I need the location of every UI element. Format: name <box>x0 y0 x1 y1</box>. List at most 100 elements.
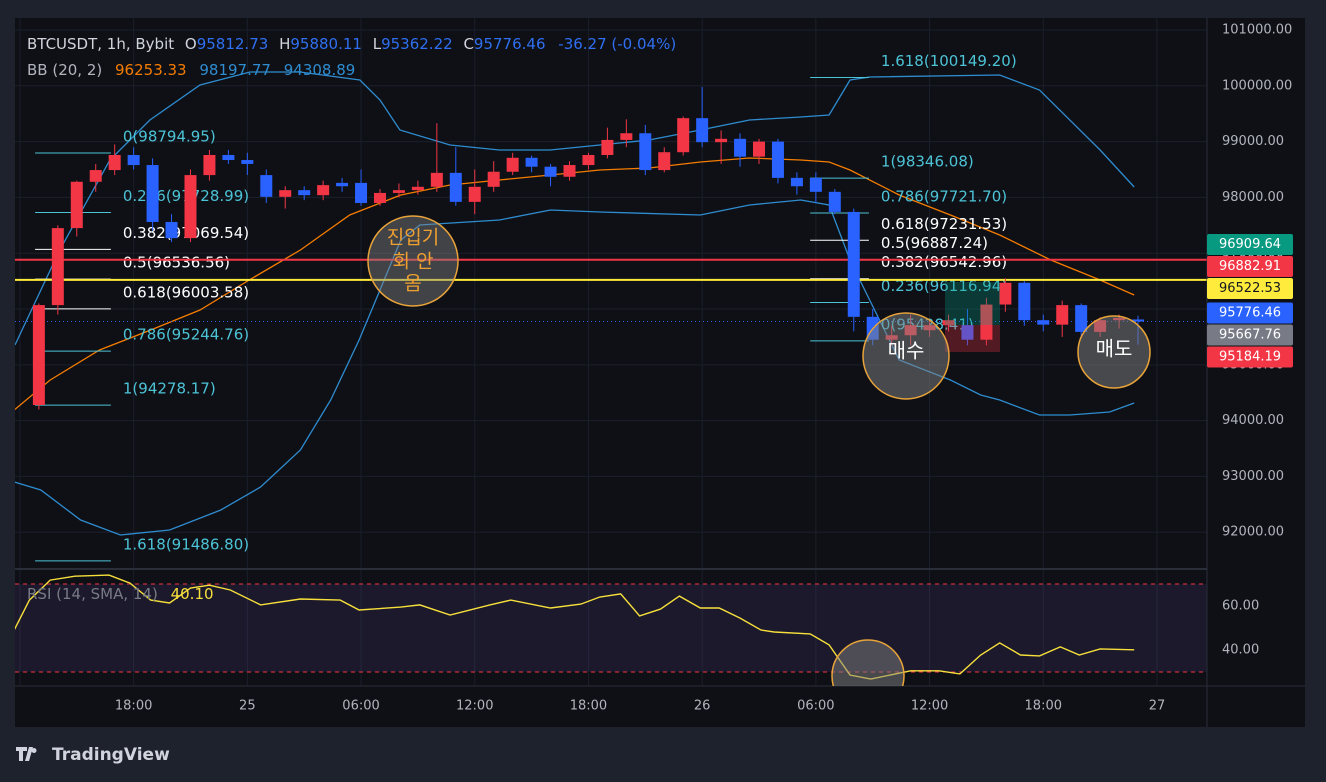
fib-label: 0.5(96536.56) <box>123 254 230 272</box>
candle-body <box>620 133 633 140</box>
fib-label: 0.618(96003.58) <box>123 283 249 301</box>
y-tick-label: 99000.00 <box>1222 134 1284 149</box>
annotation-text: 회 안 <box>393 251 434 273</box>
y-tick-label: 98000.00 <box>1222 190 1284 205</box>
candle-body <box>336 182 349 187</box>
ohlc-value: 95362.22 <box>381 35 453 53</box>
candle-body <box>355 182 368 203</box>
ohlc-key: L <box>373 35 382 53</box>
candle-body <box>241 160 254 164</box>
y-tick-label: 94000.00 <box>1222 413 1284 428</box>
ohlc-value: 95812.73 <box>197 35 269 53</box>
price-badge <box>1207 346 1293 368</box>
price-badge-label: 95184.19 <box>1219 350 1281 365</box>
ohlc-key: C <box>463 35 473 53</box>
annotation-text: 매수 <box>888 339 925 363</box>
rsi-name: RSI (14, SMA, 14) <box>27 585 158 603</box>
brand-text: TradingView <box>52 745 170 765</box>
candle-body <box>411 186 424 191</box>
candle-body <box>203 154 216 176</box>
annotation <box>831 639 905 686</box>
candle-body <box>828 191 841 212</box>
position-loss <box>945 325 1000 352</box>
symbol: BTCUSDT, 1h, Bybit <box>27 35 174 53</box>
brand: TradingView <box>16 745 170 765</box>
bb-value: 94308.89 <box>284 61 356 79</box>
candle-body <box>847 211 860 317</box>
annotation: 진입기 회 안 옴 <box>367 215 459 307</box>
change: -36.27 (-0.04%) <box>558 35 676 53</box>
candle-body <box>639 133 652 171</box>
ohlc-value: 95776.46 <box>474 35 546 53</box>
x-tick-label: 25 <box>239 699 256 714</box>
price-badge <box>1207 277 1293 299</box>
price-badge-label: 96882.91 <box>1219 259 1281 274</box>
candle-body <box>658 152 671 171</box>
candle-body <box>32 305 45 405</box>
candle-body <box>1056 305 1069 325</box>
rsi-tick-label: 60.00 <box>1222 599 1259 614</box>
candle-body <box>734 138 747 157</box>
candle-body <box>184 175 197 239</box>
candle-body <box>1018 282 1031 321</box>
candle-body <box>809 177 822 192</box>
rsi-tick-label: 40.00 <box>1222 642 1259 657</box>
candle-body <box>1075 305 1088 332</box>
candle-body <box>525 157 538 167</box>
y-tick-label: 101000.00 <box>1222 22 1292 37</box>
candle-body <box>487 171 500 187</box>
rsi-legend: RSI (14, SMA, 14) 40.10 <box>27 585 214 603</box>
x-tick-label: 26 <box>694 699 711 714</box>
price-badge <box>1207 302 1293 324</box>
fib-label: 1.618(91486.80) <box>123 535 249 553</box>
fib-label: 0.618(97231.53) <box>881 215 1007 233</box>
candle-body <box>146 165 159 222</box>
candle-body <box>771 141 784 178</box>
candle-body <box>715 138 728 143</box>
bb-line <box>15 157 1135 411</box>
candle-body <box>1037 320 1050 325</box>
position-profit <box>945 282 1000 325</box>
candle-body <box>222 154 235 161</box>
candle-body <box>980 304 993 340</box>
rsi-pane <box>15 570 1207 686</box>
main-pane: 0(98794.95)0.236(97728.99)0.382(97069.54… <box>15 18 1207 568</box>
annotation-text: 진입기 <box>387 227 439 249</box>
annotation: 매수 <box>862 312 950 400</box>
candle-body <box>449 172 462 202</box>
rsi-value: 40.10 <box>171 585 214 603</box>
candle-body <box>677 118 690 153</box>
candle-body <box>70 181 83 229</box>
candle-body <box>468 186 481 202</box>
fib-label: 0.236(96116.94) <box>881 277 1007 295</box>
x-tick-label: 12:00 <box>911 699 948 714</box>
candle-body <box>999 282 1012 305</box>
bb-line <box>15 199 1135 536</box>
candle-body <box>506 157 519 172</box>
price-badge <box>1207 233 1293 255</box>
candle-body <box>260 175 273 197</box>
candle-body <box>108 154 121 171</box>
fib-label: 0(98794.95) <box>123 128 216 146</box>
x-tick-label: 12:00 <box>456 699 493 714</box>
fib-label: 1(94278.17) <box>123 380 216 398</box>
candle-body <box>51 228 64 306</box>
x-tick-label: 18:00 <box>570 699 607 714</box>
price-badge-label: 95667.76 <box>1219 328 1281 343</box>
fib-label: 0.786(97721.70) <box>881 187 1007 205</box>
fib-label: 0.786(95244.76) <box>123 326 249 344</box>
annotation-text: 매도 <box>1096 337 1133 361</box>
price-badge-label: 96909.64 <box>1219 237 1281 252</box>
candle-body <box>317 185 330 196</box>
candle-body <box>544 166 557 177</box>
candle-body <box>279 190 292 197</box>
x-tick-label: 06:00 <box>342 699 379 714</box>
y-tick-label: 100000.00 <box>1222 78 1292 93</box>
candle-body <box>696 118 709 143</box>
candle-body <box>582 154 595 166</box>
ohlc-key: O <box>185 35 197 53</box>
candle-body <box>961 325 974 340</box>
ohlc-value: 95880.11 <box>290 35 362 53</box>
candle-body <box>790 177 803 187</box>
